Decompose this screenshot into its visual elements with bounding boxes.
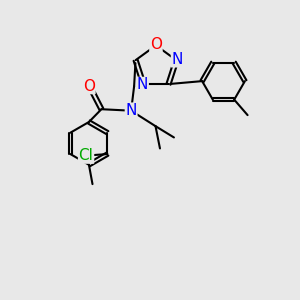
Text: N: N: [137, 77, 148, 92]
Text: Cl: Cl: [79, 148, 94, 163]
Text: N: N: [172, 52, 183, 67]
Text: N: N: [125, 103, 137, 118]
Text: O: O: [150, 37, 162, 52]
Text: O: O: [83, 79, 95, 94]
